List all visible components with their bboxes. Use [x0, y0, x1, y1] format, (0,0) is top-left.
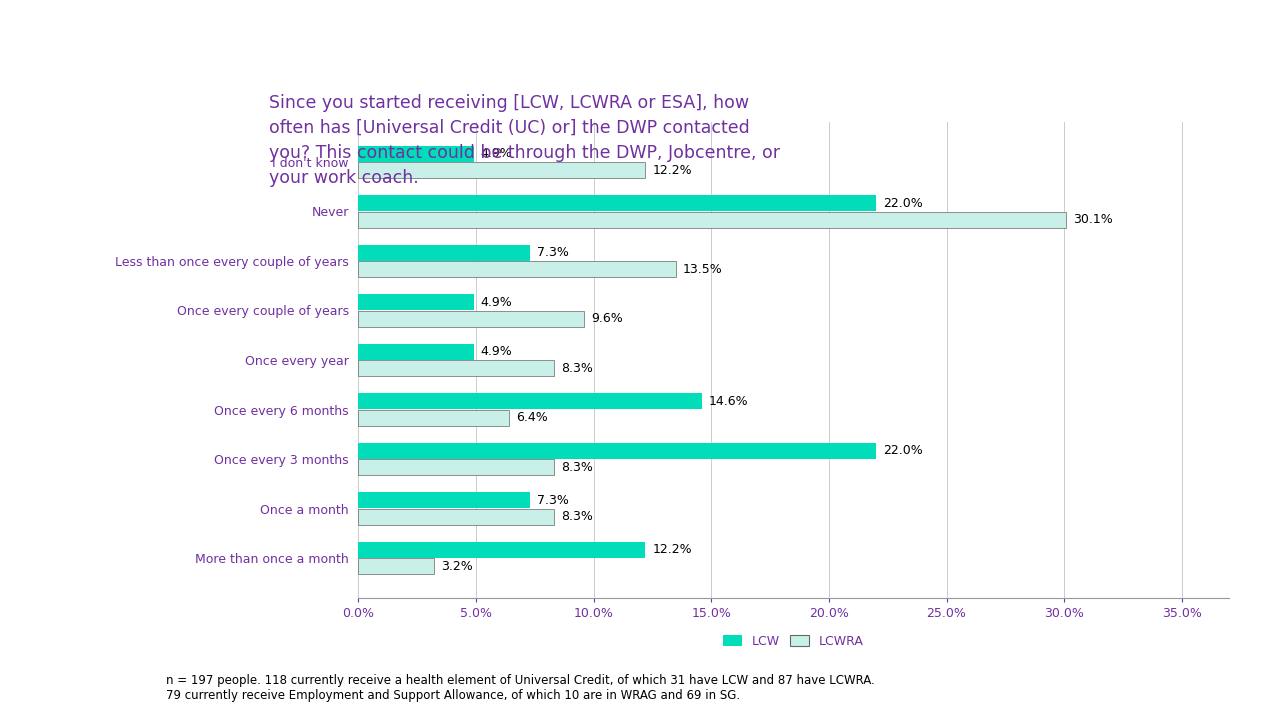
Bar	[358, 541, 645, 557]
Bar	[358, 294, 474, 310]
Bar	[358, 195, 876, 211]
Bar	[358, 261, 676, 277]
Text: 22.0%: 22.0%	[883, 197, 923, 210]
Text: 4.9%: 4.9%	[481, 147, 512, 160]
Bar	[358, 343, 474, 359]
Bar	[358, 443, 876, 459]
Text: 14.6%: 14.6%	[709, 395, 749, 408]
Legend: LCW, LCWRA: LCW, LCWRA	[718, 630, 869, 653]
Text: 7.3%: 7.3%	[538, 246, 570, 259]
Bar	[358, 559, 434, 575]
Text: Since you started receiving [LCW, LCWRA or ESA], how
often has [Universal Credit: Since you started receiving [LCW, LCWRA …	[269, 94, 780, 186]
Text: 7.3%: 7.3%	[538, 494, 570, 507]
Text: 22.0%: 22.0%	[883, 444, 923, 457]
Bar	[358, 311, 584, 327]
Text: n = 197 people. 118 currently receive a health element of Universal Credit, of w: n = 197 people. 118 currently receive a …	[166, 674, 876, 702]
Bar	[358, 459, 554, 475]
Text: 6.4%: 6.4%	[516, 411, 548, 424]
Text: 8.3%: 8.3%	[561, 461, 593, 474]
Text: 4.9%: 4.9%	[481, 345, 512, 358]
Text: 8.3%: 8.3%	[561, 362, 593, 375]
Text: 4.9%: 4.9%	[481, 296, 512, 309]
Text: 3.2%: 3.2%	[440, 560, 472, 573]
Bar	[358, 393, 701, 409]
Text: 30.1%: 30.1%	[1074, 213, 1114, 226]
Bar	[358, 492, 530, 508]
Text: 12.2%: 12.2%	[653, 543, 692, 556]
Text: 12.2%: 12.2%	[653, 164, 692, 177]
Bar	[358, 145, 474, 161]
Bar	[358, 361, 554, 377]
Bar	[358, 509, 554, 525]
Text: 8.3%: 8.3%	[561, 510, 593, 523]
Bar	[358, 410, 509, 426]
Text: 9.6%: 9.6%	[591, 312, 623, 325]
Bar	[358, 212, 1066, 228]
Bar	[358, 163, 645, 179]
Bar	[358, 245, 530, 261]
Text: 13.5%: 13.5%	[684, 263, 723, 276]
